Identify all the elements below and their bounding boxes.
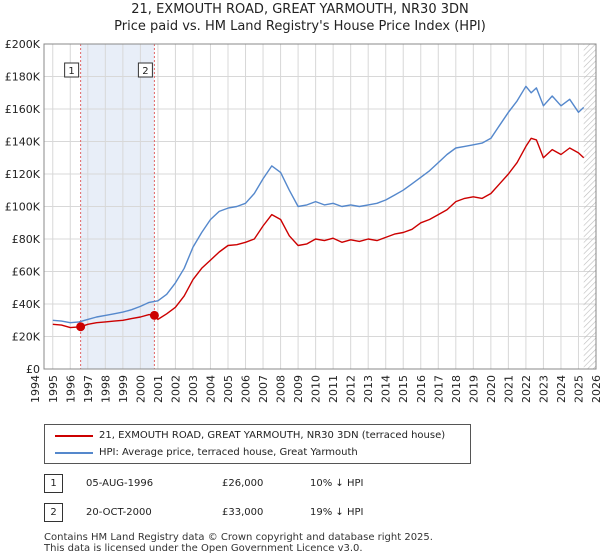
x-tick-label: 2003 (187, 375, 200, 403)
y-tick-label: £180K (5, 71, 41, 84)
y-tick-label: £60K (12, 266, 41, 279)
x-tick-label: 2004 (204, 375, 217, 403)
footer: Contains HM Land Registry data © Crown c… (44, 532, 433, 554)
transaction-number: 2 (44, 503, 63, 522)
marker-label: 2 (142, 66, 148, 77)
marker-label-box (64, 62, 80, 78)
x-tick-label: 2020 (485, 375, 498, 403)
x-tick-label: 2002 (169, 375, 182, 403)
x-tick-label: 2000 (134, 375, 147, 403)
chart-title: 21, EXMOUTH ROAD, GREAT YARMOUTH, NR30 3… (131, 2, 469, 17)
transaction-date: 05-AUG-1996 (86, 478, 154, 489)
transaction-hpi-diff: 19% ↓ HPI (310, 507, 364, 518)
legend-item-property: 21, EXMOUTH ROAD, GREAT YARMOUTH, NR30 3… (45, 427, 465, 445)
x-tick-label: 2005 (222, 375, 235, 403)
x-tick-label: 1999 (117, 375, 130, 403)
legend-line-property (55, 435, 93, 437)
marker-label: 1 (68, 66, 74, 77)
footer-licence: This data is licensed under the Open Gov… (44, 543, 363, 554)
x-tick-label: 2017 (432, 375, 445, 403)
x-tick-label: 2011 (327, 375, 340, 403)
x-tick-label: 1995 (47, 375, 60, 403)
transaction-date: 20-OCT-2000 (86, 507, 152, 518)
series-line-property (52, 137, 585, 329)
legend-label-hpi: HPI: Average price, terraced house, Grea… (99, 447, 358, 458)
x-tick-label: 2015 (397, 375, 410, 403)
x-tick-label: 2008 (275, 375, 288, 403)
y-tick-label: £20K (12, 331, 41, 344)
y-tick-label: £80K (12, 233, 41, 246)
x-tick-label: 2009 (292, 375, 305, 403)
transaction-price: £26,000 (222, 478, 264, 489)
x-tick-label: 2001 (152, 375, 165, 403)
transaction-hpi-diff: 10% ↓ HPI (310, 478, 364, 489)
plot-frame (43, 43, 597, 370)
y-tick-label: £160K (5, 103, 41, 116)
legend-line-hpi (55, 452, 93, 454)
footer-copyright: Contains HM Land Registry data © Crown c… (44, 532, 433, 543)
transaction-point (149, 310, 159, 320)
x-tick-label: 2014 (380, 375, 393, 403)
x-tick-label: 2006 (240, 375, 253, 403)
transaction-point (76, 322, 86, 332)
y-tick-label: £120K (5, 168, 41, 181)
x-tick-label: 2021 (502, 375, 515, 403)
y-tick-label: £200K (5, 38, 41, 51)
x-tick-label: 2024 (555, 375, 568, 403)
transaction-price: £33,000 (222, 507, 264, 518)
x-tick-label: 2026 (590, 375, 600, 403)
legend: 21, EXMOUTH ROAD, GREAT YARMOUTH, NR30 3… (44, 424, 471, 464)
x-tick-label: 2013 (362, 375, 375, 403)
series-line-hpi (52, 85, 585, 324)
x-tick-label: 2018 (450, 375, 463, 403)
y-tick-label: £100K (5, 201, 41, 214)
x-tick-label: 1998 (99, 375, 112, 403)
y-tick-label: £40K (12, 298, 41, 311)
x-tick-label: 2022 (520, 375, 533, 403)
x-tick-label: 2019 (467, 375, 480, 403)
x-tick-label: 2010 (310, 375, 323, 403)
x-tick-label: 2023 (537, 375, 550, 403)
x-tick-label: 2025 (572, 375, 585, 403)
x-tick-label: 1996 (64, 375, 77, 403)
y-tick-label: £0 (26, 363, 40, 376)
price-chart: £0 £20K £40K £60K £80K £100K £120K £140K £160K £1… (5, 38, 600, 403)
x-tick-label: 2012 (345, 375, 358, 403)
transaction-number: 1 (44, 474, 63, 493)
x-tick-label: 1997 (82, 375, 95, 403)
marker-label-box (137, 62, 153, 78)
forecast-hatch (583, 44, 596, 369)
chart-subtitle: Price paid vs. HM Land Registry's House … (114, 19, 486, 34)
legend-label-property: 21, EXMOUTH ROAD, GREAT YARMOUTH, NR30 3… (99, 430, 446, 441)
x-tick-label: 2016 (415, 375, 428, 403)
x-tick-label: 1994 (29, 375, 42, 403)
legend-item-hpi: HPI: Average price, terraced house, Grea… (45, 444, 465, 462)
y-tick-label: £140K (5, 136, 41, 149)
x-tick-label: 2007 (257, 375, 270, 403)
